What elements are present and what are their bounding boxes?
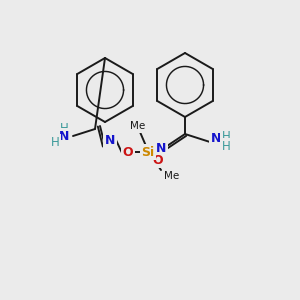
Text: H: H — [60, 122, 68, 134]
Text: Si: Si — [141, 146, 154, 158]
Text: N: N — [105, 134, 115, 148]
Text: H: H — [51, 136, 59, 148]
Text: H: H — [222, 130, 230, 143]
Text: Me: Me — [130, 121, 146, 131]
Text: H: H — [222, 140, 230, 152]
Text: Me: Me — [164, 171, 179, 181]
Text: N: N — [211, 133, 221, 146]
Text: O: O — [153, 154, 163, 166]
Text: N: N — [59, 130, 69, 142]
Text: O: O — [123, 146, 133, 158]
Text: N: N — [156, 142, 166, 154]
